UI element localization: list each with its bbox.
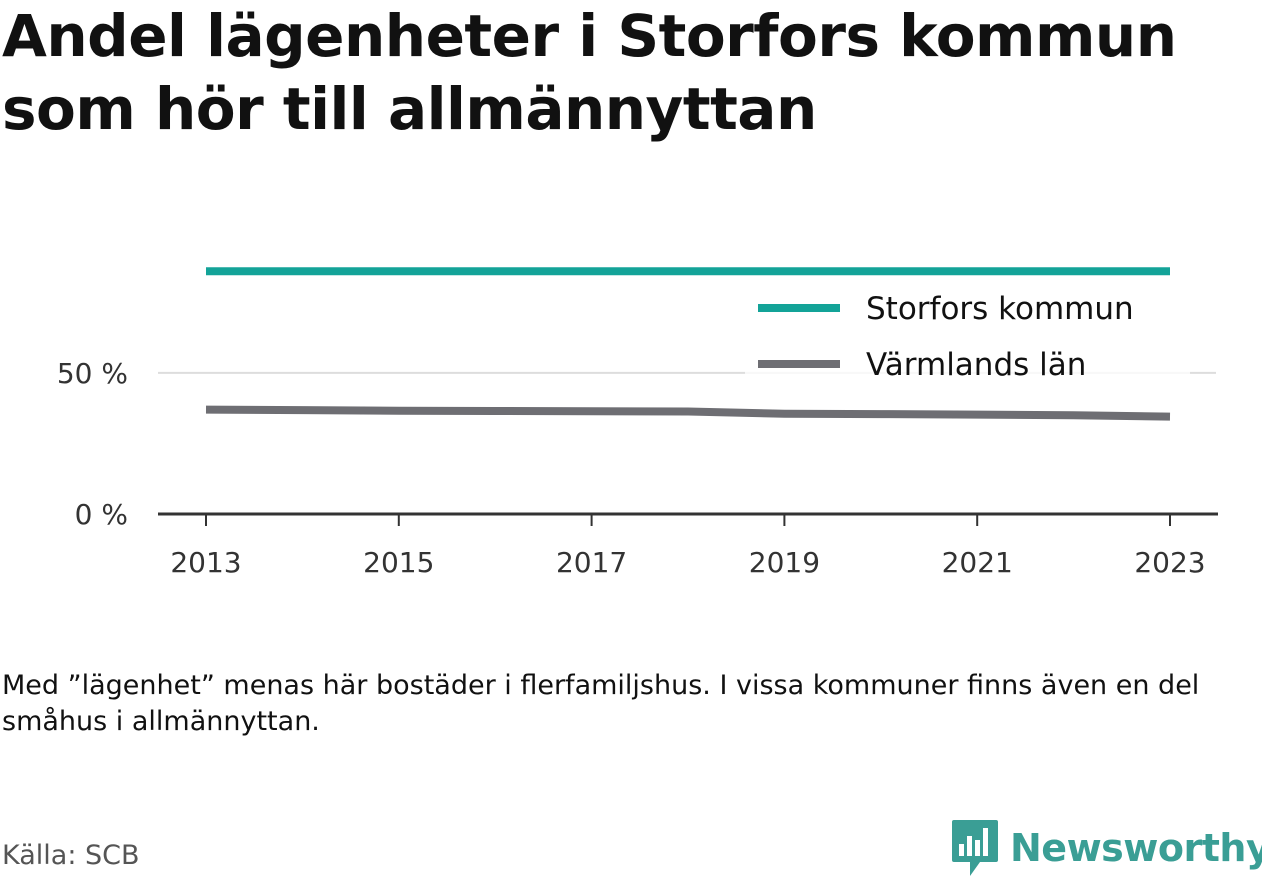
x-tick-label: 2017: [556, 546, 627, 579]
series-line-v-rmlands-l-n: [205, 405, 1171, 421]
y-tick-label: 50 %: [57, 357, 128, 390]
line-chart: 0 % 50 % 2013 2015 2017 2019 2021 2023 Storfor…: [57, 267, 1218, 579]
bar-chart-speech-bubble-icon: [952, 820, 998, 876]
chart-title: Andel lägenheter i Storfors kommun som h…: [2, 2, 1177, 143]
newsworthy-logo: Newsworthy: [950, 818, 1262, 878]
x-tick-label: 2019: [749, 546, 820, 579]
legend-label: Värmlands län: [866, 347, 1086, 383]
x-tick-label: 2021: [942, 546, 1013, 579]
legend-label: Storfors kommun: [866, 291, 1134, 327]
chart-note: Med ”lägenhet” menas här bostäder i fler…: [2, 670, 1200, 737]
x-tick-label: 2013: [170, 546, 241, 579]
x-tick-label: 2015: [363, 546, 434, 579]
source-label: Källa: SCB: [2, 840, 140, 871]
brand-name: Newsworthy: [1010, 826, 1262, 870]
y-tick-label: 0 %: [75, 498, 128, 531]
x-tick-label: 2023: [1134, 546, 1205, 579]
